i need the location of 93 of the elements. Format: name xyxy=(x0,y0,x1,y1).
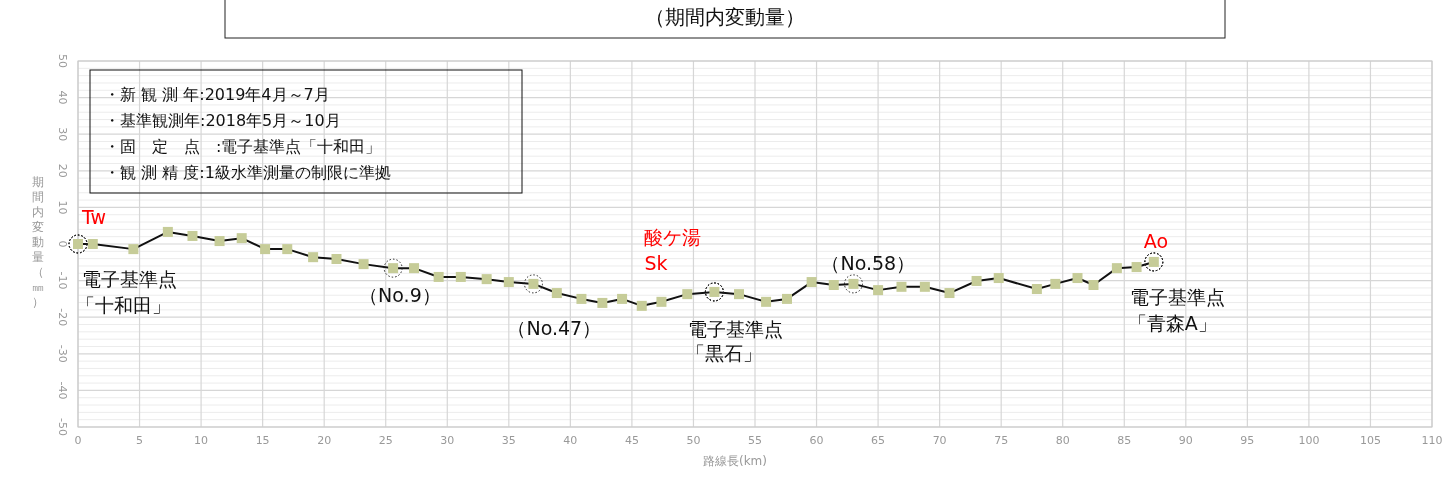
point xyxy=(308,252,319,263)
x-tick-label: 95 xyxy=(1240,434,1255,447)
annotation: ・固 定 点 :電子基準点「十和田」 xyxy=(104,137,382,156)
text: 期間内変動量（㎜） xyxy=(32,175,44,309)
point xyxy=(636,300,647,311)
x-tick-label: 80 xyxy=(1055,434,1070,447)
point xyxy=(282,244,293,255)
annotation: Tw xyxy=(81,206,107,228)
y-tick-label: -20 xyxy=(56,308,69,327)
point xyxy=(806,277,817,288)
x-tick-label: 30 xyxy=(440,434,455,447)
y-tick-label: 30 xyxy=(56,127,69,142)
x-tick-label: 60 xyxy=(809,434,824,447)
x-tick-label: 5 xyxy=(136,434,144,447)
annotation: Ao xyxy=(1143,229,1169,252)
point xyxy=(503,277,514,288)
x-tick-label: 50 xyxy=(686,434,701,447)
x-tick-label: 0 xyxy=(74,434,82,447)
point xyxy=(1031,284,1042,295)
point xyxy=(576,293,587,304)
point xyxy=(260,244,271,255)
point xyxy=(1131,262,1142,273)
x-tick-label: 70 xyxy=(932,434,947,447)
point xyxy=(236,233,247,244)
point xyxy=(358,259,369,270)
annotation: 酸ケ湯 Sk xyxy=(644,225,702,274)
x-tick-label: 35 xyxy=(501,434,516,447)
point xyxy=(971,275,982,286)
point xyxy=(896,281,907,292)
point xyxy=(128,244,139,255)
x-tick-label: 75 xyxy=(994,434,1009,447)
annotation: 電子基準点 xyxy=(688,317,784,340)
x-tick-label: 10 xyxy=(194,434,209,447)
y-tick-label: 50 xyxy=(56,54,69,68)
point xyxy=(944,288,955,299)
point xyxy=(734,289,744,300)
point xyxy=(1050,278,1061,289)
point xyxy=(617,293,628,304)
point xyxy=(187,230,198,241)
point xyxy=(455,271,466,282)
point xyxy=(761,296,772,307)
x-tick-label: 100 xyxy=(1298,434,1320,447)
x-tick-label: 90 xyxy=(1178,434,1193,447)
x-tick-label: 15 xyxy=(255,434,270,447)
x-tick-label: 65 xyxy=(871,434,886,447)
y-tick-label: 20 xyxy=(56,163,69,178)
point xyxy=(993,273,1004,284)
y-tick-label: 0 xyxy=(56,240,69,248)
point xyxy=(873,285,884,296)
y-tick-label: 10 xyxy=(56,200,69,215)
point xyxy=(828,279,839,290)
point xyxy=(656,296,667,307)
point xyxy=(597,297,608,308)
x-tick-label: 110 xyxy=(1421,434,1443,447)
annotation: ・基準観測年:2018年5月～10月 xyxy=(104,111,341,130)
point xyxy=(331,254,342,265)
point xyxy=(682,289,693,300)
x-tick-label: 55 xyxy=(748,434,762,447)
x-tick-label: 85 xyxy=(1117,434,1132,447)
y-tick-label: -10 xyxy=(56,271,69,290)
annotation: 電子基準点 xyxy=(1129,285,1225,308)
x-tick-label: 45 xyxy=(624,434,639,447)
annotation: 「黒石」 xyxy=(686,341,763,364)
y-tick-label: -50 xyxy=(56,418,69,436)
point xyxy=(87,239,98,249)
point xyxy=(919,281,930,292)
point xyxy=(409,263,420,274)
annotation: 「青森A」 xyxy=(1127,311,1217,334)
annotation: （No.47） xyxy=(507,316,602,339)
x-tick-label: 25 xyxy=(378,434,393,447)
x-tick-label: 20 xyxy=(317,434,332,447)
annotation: 「十和田」 xyxy=(76,294,171,316)
point xyxy=(782,293,792,304)
y-tick-label: 40 xyxy=(56,90,69,105)
point xyxy=(1111,263,1122,274)
point xyxy=(214,236,225,247)
point xyxy=(481,274,492,285)
annotation: ・観 測 精 度:1級水準測量の制限に準拠 xyxy=(104,163,391,182)
point xyxy=(551,288,562,299)
y-tick-label: -40 xyxy=(56,381,69,400)
annotation: （No.58） xyxy=(821,251,916,274)
x-tick-label: 105 xyxy=(1359,434,1381,447)
x-axis-title: 路線長(km) xyxy=(702,454,768,468)
annotation: ・新 観 測 年:2019年4月～7月 xyxy=(104,85,330,104)
annotation: （No.9） xyxy=(359,284,441,307)
point xyxy=(1088,279,1099,290)
point xyxy=(433,271,444,282)
y-tick-label: -30 xyxy=(56,344,69,363)
x-tick-label: 40 xyxy=(563,434,578,447)
point xyxy=(1072,273,1083,284)
point xyxy=(162,226,173,237)
annotation: 電子基準点 xyxy=(82,268,177,290)
chart-title: （期間内変動量） xyxy=(645,5,805,29)
